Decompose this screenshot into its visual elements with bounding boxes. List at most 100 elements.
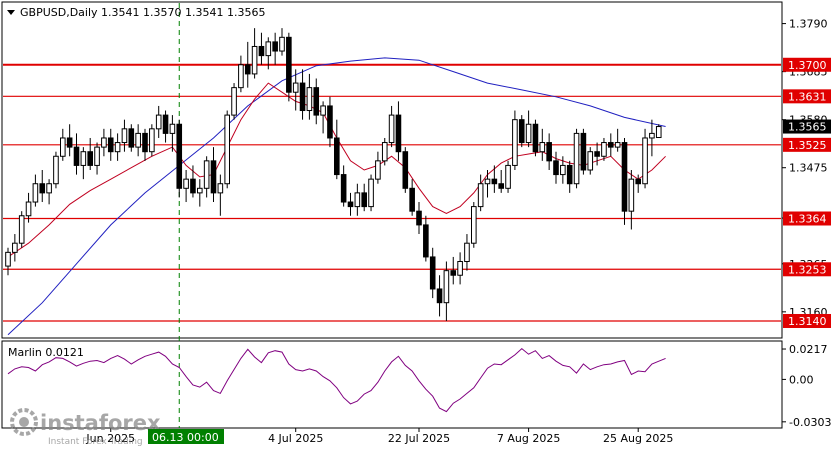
level-badge-bg xyxy=(783,211,831,226)
level-badge-bg xyxy=(783,262,831,277)
date-tick-label: 7 Aug 2025 xyxy=(497,432,560,445)
ma-slow-line xyxy=(7,57,666,336)
watermark-tagline: Instant Forex Trading xyxy=(48,437,143,447)
candle-bull xyxy=(217,183,224,194)
candle-bull xyxy=(512,119,518,166)
candle-bear xyxy=(546,142,552,162)
candle-bull xyxy=(354,192,361,208)
ma-fast-line xyxy=(7,82,666,258)
candle-bear xyxy=(87,151,94,166)
support-resistance-levels xyxy=(3,63,781,322)
level-badge-label: 1.3631 xyxy=(788,90,827,103)
candle-bull xyxy=(149,128,155,153)
candle-bull xyxy=(5,251,11,267)
candle-bear xyxy=(491,178,498,185)
candle-bear xyxy=(416,210,422,226)
current-price-badge-bg xyxy=(783,119,831,134)
candle-bull xyxy=(505,164,511,189)
candle-bull xyxy=(628,178,635,212)
candle-bull xyxy=(46,183,52,194)
candle-bull xyxy=(53,155,59,185)
date-tick-label: 25 Aug 2025 xyxy=(603,432,673,445)
candle-bear xyxy=(423,224,429,258)
candle-bull xyxy=(203,160,210,189)
candle-bear xyxy=(334,137,340,176)
candle-bull xyxy=(560,164,566,176)
candle-bear xyxy=(299,82,306,112)
candle-bull xyxy=(320,105,326,116)
candle-bear xyxy=(361,192,367,208)
candle-bull xyxy=(18,215,25,244)
candle-bull xyxy=(114,142,121,153)
candle-bear xyxy=(39,183,46,194)
candle-bull xyxy=(292,82,299,93)
date-tick-label: 22 Jul 2025 xyxy=(388,432,450,445)
candles xyxy=(5,28,662,321)
candle-bull xyxy=(368,178,374,208)
level-badge-bg xyxy=(783,313,831,328)
candle-bull xyxy=(306,87,313,112)
current-price-label: 1.3565 xyxy=(788,121,827,134)
level-badge-bg xyxy=(783,137,831,152)
candle-bull xyxy=(224,114,230,185)
indicator-panel-frame xyxy=(1,340,783,429)
candle-bull xyxy=(183,178,189,189)
candle-bear xyxy=(608,142,614,148)
candle-bear xyxy=(340,174,347,203)
candle-bull xyxy=(60,137,66,157)
date-tick-label: 4 Jul 2025 xyxy=(268,432,323,445)
candle-bull xyxy=(375,160,381,180)
candle-bull xyxy=(231,87,237,116)
candle-bull xyxy=(251,45,258,75)
candle-bear xyxy=(566,164,573,185)
candle-bull xyxy=(601,142,607,157)
candle-bull xyxy=(477,183,484,208)
level-badge-bg xyxy=(783,89,831,104)
candle-bear xyxy=(66,137,73,148)
candle-bear xyxy=(395,114,402,153)
candle-bull xyxy=(642,137,648,185)
candle-bear xyxy=(429,256,436,290)
level-badge-label: 1.3253 xyxy=(788,263,827,276)
date-tick-label: Jun 2025 xyxy=(85,432,135,445)
candle-bear xyxy=(327,105,333,139)
candle-bear xyxy=(258,45,265,57)
indicator-series: 0.0217 0.00 -0.0303 xyxy=(7,343,831,429)
candle-bear xyxy=(190,178,196,194)
dropdown-triangle-icon[interactable] xyxy=(7,10,15,15)
candle-bull xyxy=(649,132,655,139)
indicator-tick-label: 0.00 xyxy=(789,373,814,386)
candle-bull xyxy=(135,132,141,148)
instaforex-logo: instaforex Instant Forex Trading xyxy=(10,408,161,447)
candle-bull xyxy=(464,242,470,263)
date-axis: Jun 2025 4 Jul 2025 22 Jul 2025 7 Aug 2025 2… xyxy=(85,428,673,445)
candle-bull xyxy=(169,123,176,134)
time-badge-bg xyxy=(148,429,224,444)
candle-bull xyxy=(12,242,18,253)
candle-bull xyxy=(238,64,244,89)
level-badge-label: 1.3140 xyxy=(788,315,827,328)
candle-bull xyxy=(573,132,580,185)
price-tick-label: 1.3475 xyxy=(789,162,828,175)
candle-bear xyxy=(128,128,135,148)
candle-bear xyxy=(210,160,217,194)
level-badge-label: 1.3700 xyxy=(788,59,827,72)
candle-bear xyxy=(436,288,443,304)
candle-bull xyxy=(94,146,100,166)
candle-bull xyxy=(265,41,272,57)
candle-bull xyxy=(388,114,395,144)
candle-bear xyxy=(313,87,320,116)
candle-bear xyxy=(580,132,587,171)
level-badge-label: 1.3364 xyxy=(788,212,827,225)
candle-bear xyxy=(176,123,183,189)
candle-bull xyxy=(25,201,32,217)
indicator-tick-label: -0.0303 xyxy=(789,416,831,429)
candle-bull xyxy=(457,261,463,276)
candle-bear xyxy=(244,64,251,75)
candle-bull xyxy=(155,114,162,130)
candle-bull xyxy=(381,142,388,162)
candle-bear xyxy=(498,183,504,189)
candle-bear xyxy=(532,123,539,153)
